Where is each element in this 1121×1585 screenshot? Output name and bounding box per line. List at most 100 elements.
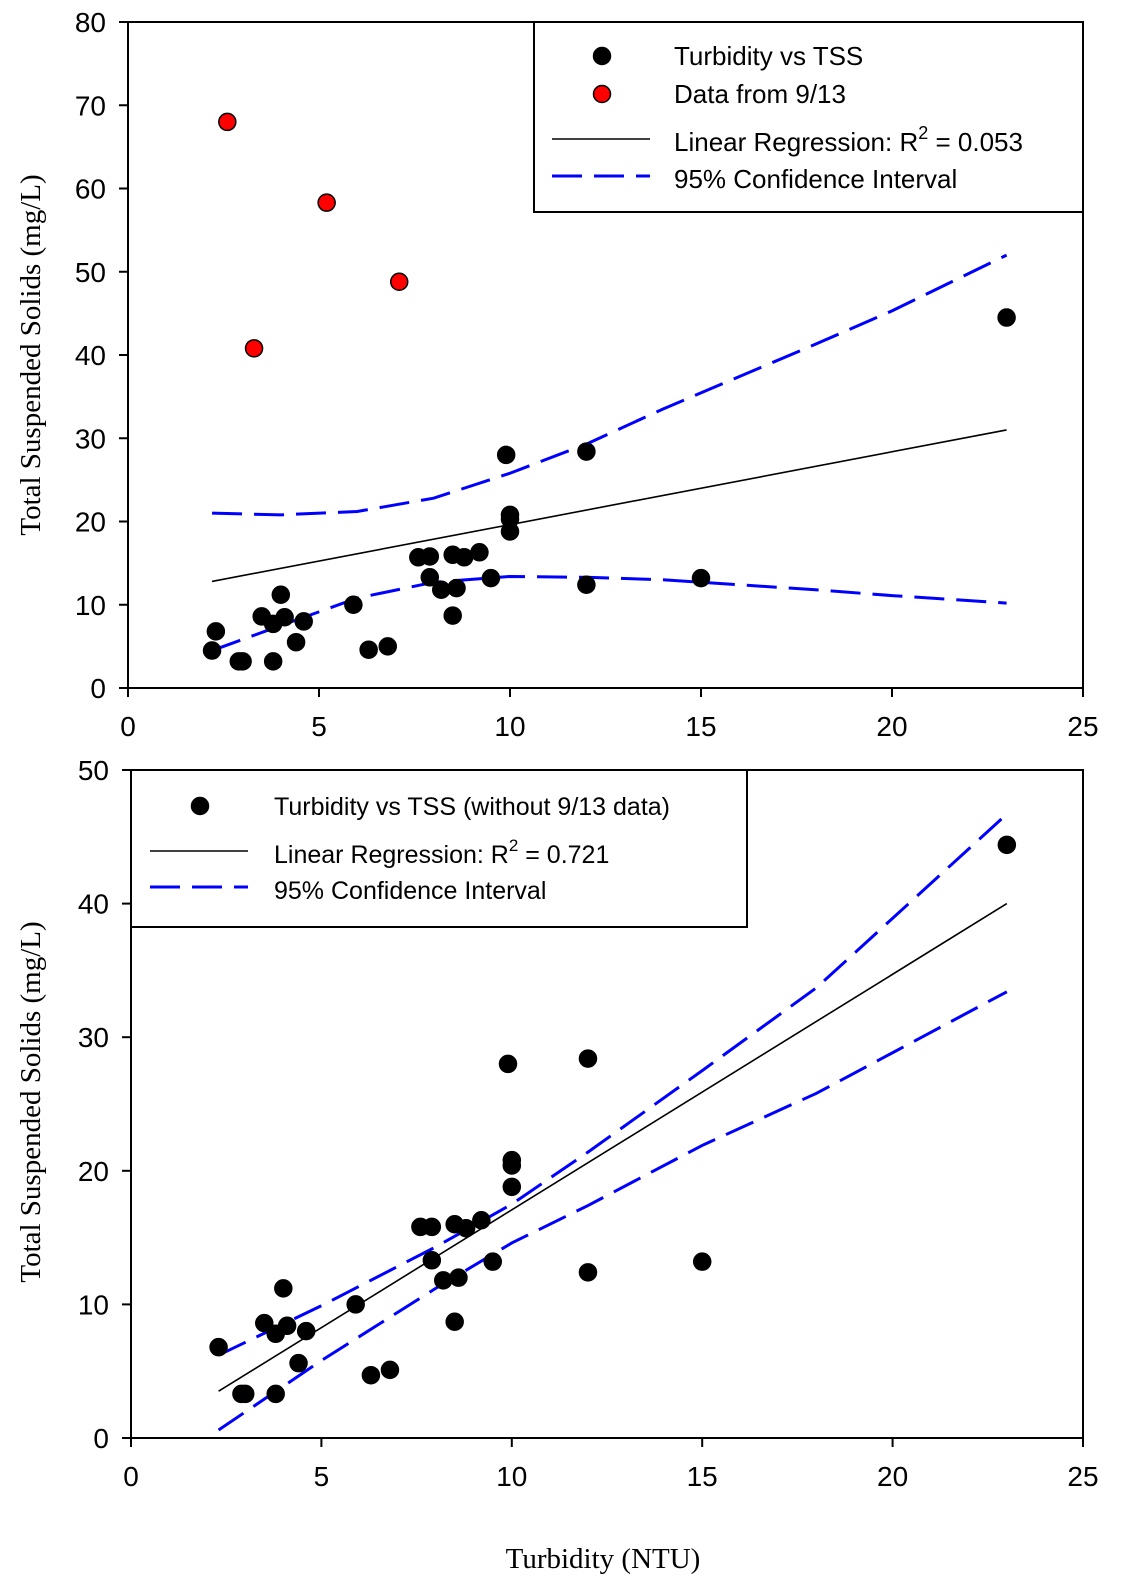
data-point <box>380 1360 400 1380</box>
data-point <box>422 1251 442 1270</box>
legend-label-text: Linear Regression: R <box>274 841 509 869</box>
chart-top: 0 5 10 15 20 25 0 10 20 30 40 50 60 70 80 Turbidity vs … <box>75 7 1099 742</box>
data-point <box>296 1321 316 1341</box>
x-tick-label: 25 <box>1067 1461 1098 1492</box>
y-tick-label: 10 <box>78 1289 109 1320</box>
x-tick-label: 10 <box>496 1461 527 1492</box>
data-point <box>449 1268 468 1287</box>
x-tick-label: 5 <box>311 711 327 742</box>
y-tick-label: 20 <box>78 1156 109 1187</box>
data-point <box>691 568 711 588</box>
confidence-band-lower <box>211 574 1007 652</box>
data-point <box>502 1177 522 1197</box>
x-tick-label: 0 <box>123 1461 139 1492</box>
legend-marker-dot <box>190 796 210 816</box>
data-point <box>274 1279 293 1298</box>
y-axis-title-bottom: Total Suspended Solids (mg/L) <box>15 921 47 1282</box>
y-tick-label: 50 <box>78 755 109 786</box>
legend-box <box>533 21 1084 213</box>
data-point <box>317 193 336 212</box>
data-point <box>577 442 596 461</box>
y-tick-label: 30 <box>75 423 106 454</box>
data-point <box>255 1313 274 1333</box>
y-tick-label: 50 <box>75 257 106 288</box>
data-point <box>378 637 398 656</box>
data-point <box>470 543 489 562</box>
regression-line <box>218 902 1008 1392</box>
data-point <box>472 1210 491 1230</box>
data-point <box>434 1271 453 1290</box>
data-point <box>235 1384 255 1404</box>
data-point <box>277 1316 297 1336</box>
data-point <box>577 575 596 595</box>
data-point <box>502 1156 522 1175</box>
data-point <box>294 612 313 631</box>
legend-label: Linear Regression: R2 = 0.053 <box>674 123 1023 157</box>
data-point <box>420 547 440 566</box>
data-point <box>997 835 1017 855</box>
data-point <box>498 1054 518 1074</box>
data-point <box>481 568 501 588</box>
confidence-band-upper <box>212 253 1008 517</box>
legend-label-text: Linear Regression: R <box>674 127 918 157</box>
data-point <box>422 1217 442 1237</box>
x-tick-label: 10 <box>494 711 525 742</box>
data-point <box>578 1263 598 1282</box>
data-point <box>346 1295 365 1314</box>
data-point <box>496 445 516 465</box>
data-point <box>275 607 294 627</box>
legend-label: Turbidity vs TSS (without 9/13 data) <box>274 793 670 821</box>
data-point <box>263 652 283 671</box>
regression-line <box>211 429 1007 583</box>
data-point <box>209 1337 228 1357</box>
legend-label-superscript: 2 <box>918 123 928 143</box>
legend-label: Data from 9/13 <box>674 79 846 109</box>
y-tick-label: 70 <box>75 90 106 121</box>
data-point <box>483 1252 503 1271</box>
data-point <box>359 640 378 659</box>
y-tick-label: 40 <box>78 889 109 920</box>
data-point <box>206 622 226 641</box>
y-tick-label: 30 <box>78 1022 109 1053</box>
data-point <box>244 339 264 358</box>
data-point <box>233 652 252 671</box>
legend-marker-dot <box>592 46 612 66</box>
x-tick-label: 20 <box>877 1461 908 1492</box>
data-point <box>344 595 363 614</box>
data-point <box>361 1365 381 1385</box>
data-point <box>389 272 409 291</box>
data-point <box>218 112 237 132</box>
legend-label-superscript: 2 <box>509 836 518 855</box>
chart-bottom: 0 5 10 15 20 25 0 10 20 30 40 50 Turbidity vs TSS (w… <box>78 755 1099 1492</box>
legend-box <box>130 769 748 928</box>
y-tick-label: 60 <box>75 174 106 205</box>
legend: Turbidity vs TSS (without 9/13 data) Line… <box>130 769 748 928</box>
data-point <box>286 632 306 652</box>
data-point <box>454 548 474 567</box>
y-axis-title-top: Total Suspended Solids (mg/L) <box>15 174 47 535</box>
data-point <box>692 1252 712 1271</box>
data-point <box>997 308 1016 327</box>
legend-label: 95% Confidence Interval <box>674 164 957 194</box>
data-point <box>447 578 466 598</box>
data-point <box>266 1384 285 1404</box>
x-tick-label: 15 <box>687 1461 718 1492</box>
data-point <box>202 641 222 660</box>
data-point <box>271 585 291 605</box>
data-point <box>420 568 440 587</box>
y-tick-label: 0 <box>90 673 106 704</box>
data-point <box>443 606 462 625</box>
y-tick-label: 20 <box>75 507 106 538</box>
legend: Turbidity vs TSS Data from 9/13 Linear Reg… <box>533 21 1084 213</box>
x-tick-label: 25 <box>1067 711 1098 742</box>
y-tick-label: 40 <box>75 340 106 371</box>
confidence-band-upper <box>217 812 1008 1357</box>
data-point <box>500 522 520 541</box>
x-tick-label: 5 <box>314 1461 330 1492</box>
x-axis-title: Turbidity (NTU) <box>506 1543 701 1575</box>
legend-label-value: = 0.721 <box>518 841 609 869</box>
data-point <box>289 1353 308 1373</box>
legend-marker-dot <box>592 84 612 104</box>
y-tick-label: 80 <box>75 7 106 38</box>
